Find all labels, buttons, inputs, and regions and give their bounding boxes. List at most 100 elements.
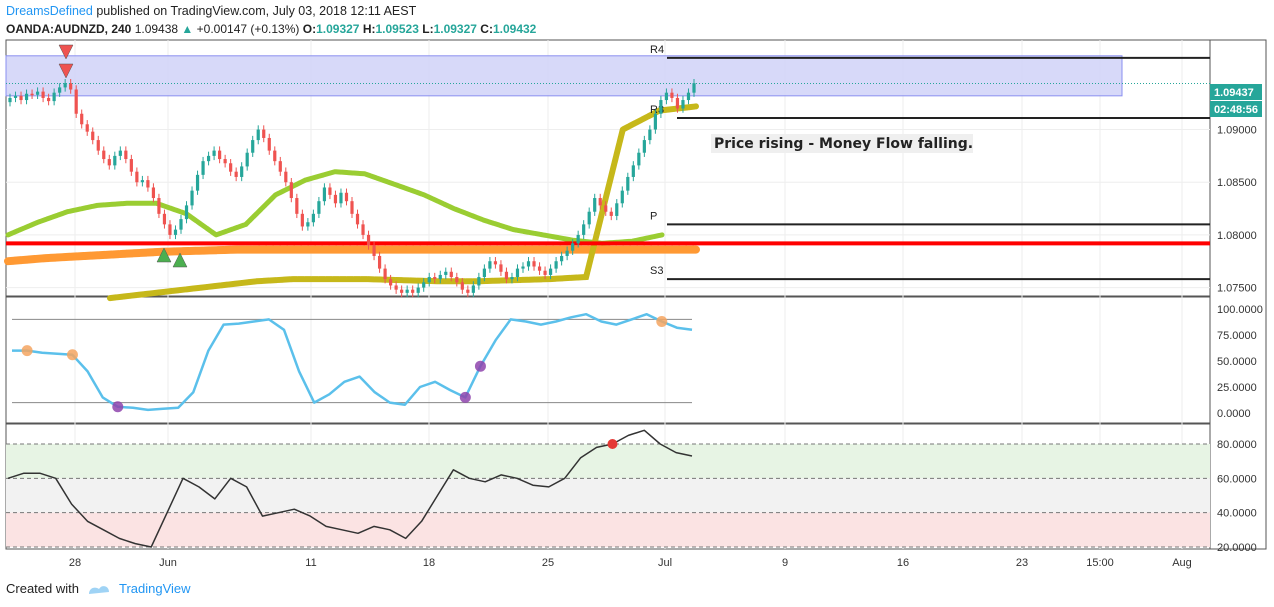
y-tick-label: 1.08000: [1217, 230, 1257, 242]
candle-body: [240, 166, 244, 177]
candle-body: [400, 289, 404, 293]
open-value: 1.09327: [316, 22, 360, 36]
candle-body: [124, 150, 128, 160]
created-with-text: Created with: [6, 581, 79, 596]
author-link[interactable]: DreamsDefined: [6, 4, 93, 18]
candle-body: [135, 171, 139, 183]
candle-body: [554, 261, 558, 269]
candle: [344, 188, 349, 206]
candle-body: [8, 97, 12, 103]
sell-signal-marker: [58, 44, 74, 60]
candle: [582, 220, 586, 240]
candle-body: [107, 159, 111, 166]
candle-body: [317, 201, 321, 214]
osc1-y-tick: 75.0000: [1217, 330, 1257, 342]
candle-body: [35, 91, 40, 95]
candle-body: [659, 100, 663, 114]
candle-body: [675, 97, 680, 109]
candle: [124, 146, 128, 164]
candle: [212, 146, 216, 161]
candle-body: [504, 271, 509, 280]
candle-body: [427, 277, 431, 283]
candle-body: [140, 180, 144, 183]
candle-body: [218, 150, 222, 160]
candle: [543, 266, 547, 280]
pivot-label: R4: [650, 44, 664, 56]
candle-body: [102, 150, 106, 160]
candle: [670, 88, 674, 103]
candle: [289, 178, 293, 203]
candle-body: [477, 277, 481, 286]
candle-body: [471, 285, 475, 293]
candle-body: [389, 279, 393, 286]
countdown-label: 02:48:56: [1214, 104, 1258, 116]
x-tick-label: 16: [897, 557, 909, 569]
osc1-y-tick: 25.0000: [1217, 382, 1257, 394]
candle: [526, 257, 531, 271]
x-tick-label: Jun: [159, 557, 177, 569]
candle: [24, 89, 29, 105]
tradingview-link[interactable]: TradingView: [118, 581, 191, 596]
candle-body: [648, 129, 652, 141]
panel-frame-2: [5, 296, 1211, 424]
candle: [63, 78, 67, 92]
candle-body: [537, 266, 542, 271]
low-label: L:: [422, 22, 434, 36]
chart-header: DreamsDefined published on TradingView.c…: [6, 3, 416, 19]
candle: [184, 201, 189, 224]
candle-body: [455, 277, 459, 283]
candle-body: [295, 198, 299, 214]
candle-body: [576, 234, 580, 244]
mfi-y-tick: 80.0000: [1217, 439, 1257, 451]
candle-body: [350, 201, 354, 214]
candle-body: [383, 268, 387, 280]
candle: [80, 109, 84, 129]
candle: [631, 161, 635, 182]
candle: [482, 264, 486, 282]
candle: [427, 272, 431, 287]
candle-body: [201, 161, 205, 175]
candle: [653, 109, 657, 134]
candle-body: [670, 92, 674, 98]
candle-body: [223, 159, 227, 164]
candle-body: [642, 140, 646, 153]
moving-average-olive: [107, 103, 699, 302]
candle-body: [438, 274, 442, 280]
candle-body: [52, 92, 56, 102]
candle: [449, 267, 453, 282]
low-value: 1.09327: [433, 22, 477, 36]
candle: [350, 196, 354, 219]
candle: [659, 95, 663, 118]
candle: [69, 78, 73, 94]
candle: [91, 127, 95, 145]
candle: [251, 135, 255, 157]
countdown-badge: [1210, 101, 1262, 117]
candle-body: [637, 152, 641, 166]
candle-body: [422, 282, 426, 288]
candle-body: [609, 211, 613, 216]
candle-body: [322, 187, 327, 202]
candle: [102, 146, 106, 164]
candle: [422, 278, 426, 292]
candle: [626, 172, 630, 195]
candle: [681, 95, 685, 113]
published-text: published on TradingView.com, July 03, 2…: [96, 4, 417, 18]
candle: [113, 151, 117, 170]
candle: [339, 188, 343, 208]
candle: [129, 154, 133, 176]
candle-body: [449, 271, 453, 278]
candle: [240, 162, 244, 182]
candle-body: [521, 266, 525, 269]
candle-body: [681, 100, 685, 109]
candle: [400, 285, 404, 298]
candle: [521, 262, 525, 273]
candle: [648, 125, 652, 145]
candle: [433, 272, 437, 284]
candle-body: [212, 150, 216, 156]
candle: [515, 264, 520, 282]
candle: [13, 91, 18, 103]
candle: [548, 264, 553, 280]
pivot-label: S3: [650, 265, 663, 277]
candle: [355, 209, 360, 229]
